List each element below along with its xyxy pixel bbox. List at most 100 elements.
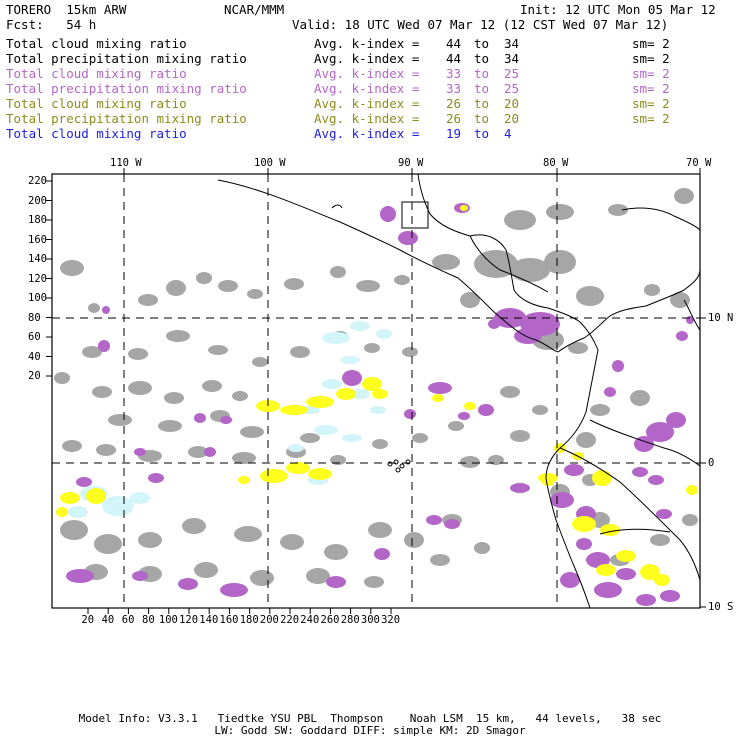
legend-sm: sm= 2 bbox=[632, 36, 670, 51]
light-blue-patch bbox=[288, 444, 304, 452]
yellow-patch bbox=[460, 205, 468, 211]
model-title: TORERO 15km ARW bbox=[6, 2, 127, 17]
cloud-patch bbox=[300, 433, 320, 443]
purple-patch bbox=[374, 548, 390, 560]
border-interior bbox=[589, 419, 700, 467]
yellow-patch bbox=[592, 470, 612, 486]
cloud-patch bbox=[188, 446, 208, 458]
yellow-patch bbox=[86, 488, 106, 504]
legend-sm: sm= 2 bbox=[632, 111, 670, 126]
legend-to-word: to bbox=[474, 111, 490, 126]
purple-patch bbox=[550, 492, 574, 508]
purple-patch bbox=[514, 328, 542, 344]
lat-label: 0 bbox=[708, 457, 715, 469]
yellow-patch bbox=[336, 388, 356, 400]
cloud-patch bbox=[608, 204, 628, 216]
coastline-island bbox=[331, 204, 343, 209]
galapagos-island bbox=[399, 463, 405, 469]
lon-label: 110 W bbox=[110, 157, 142, 169]
legend-field: Total precipitation mixing ratio bbox=[6, 81, 247, 96]
yellow-patch bbox=[56, 507, 68, 517]
cloud-patch bbox=[306, 568, 330, 584]
purple-patch bbox=[586, 552, 610, 568]
yellow-patch bbox=[372, 389, 388, 399]
legend-kindex: Avg. k-index = bbox=[314, 111, 420, 126]
cloud-patch bbox=[218, 280, 238, 292]
cloud-patch bbox=[460, 456, 480, 468]
purple-patch bbox=[204, 447, 216, 457]
border-belize bbox=[401, 201, 429, 229]
grid-y-label: 80 bbox=[28, 311, 41, 324]
legend-sm: sm= 2 bbox=[632, 51, 670, 66]
grid-y-label: 140 bbox=[28, 253, 47, 265]
grid-y-label: 220 bbox=[28, 175, 47, 187]
cloud-patch bbox=[290, 346, 310, 358]
cloud-patch bbox=[510, 430, 530, 442]
light-blue-patch bbox=[322, 332, 350, 344]
cloud-patch bbox=[202, 380, 222, 392]
purple-patch bbox=[220, 583, 248, 597]
cloud-patch bbox=[96, 444, 116, 456]
cloud-patch bbox=[250, 570, 274, 586]
cloud-patch bbox=[138, 532, 162, 548]
purple-patch bbox=[426, 515, 442, 525]
cloud-patch bbox=[404, 532, 424, 548]
valid-time: Valid: 18 UTC Wed 07 Mar 12 (12 CST Wed … bbox=[292, 17, 669, 32]
cloud-patch bbox=[432, 254, 460, 270]
grid-x-label: 180 bbox=[239, 614, 259, 626]
cloud-patch bbox=[138, 294, 158, 306]
purple-patch bbox=[398, 231, 418, 245]
coastline-pacific-central-america bbox=[217, 179, 559, 353]
legend-from: 19 bbox=[446, 126, 462, 141]
cloud-patch bbox=[546, 204, 574, 220]
purple-patch bbox=[444, 519, 460, 529]
cloud-patch bbox=[128, 348, 148, 360]
cloud-patch bbox=[402, 347, 418, 357]
purple-patch bbox=[564, 464, 584, 476]
legend-sm: sm= 2 bbox=[632, 66, 670, 81]
legend-to: 20 bbox=[504, 111, 520, 126]
cloud-patch bbox=[568, 342, 588, 354]
yellow-patch bbox=[280, 405, 308, 415]
cloud-patch bbox=[166, 330, 190, 342]
cloud-patch bbox=[234, 526, 262, 542]
grid-x-label: 220 bbox=[280, 614, 300, 626]
grid-y-label: 20 bbox=[28, 370, 41, 382]
purple-patch bbox=[634, 436, 654, 452]
purple-patch bbox=[616, 568, 636, 580]
cloud-patch bbox=[504, 210, 536, 230]
legend-row: Total cloud mixing ratio Avg. k-index = 33… bbox=[0, 66, 730, 81]
grid-x-label: 300 bbox=[360, 614, 380, 626]
legend-to-word: to bbox=[474, 36, 490, 51]
legend-kindex: Avg. k-index = bbox=[314, 51, 420, 66]
cloud-patch bbox=[590, 404, 610, 416]
lon-label: 70 W bbox=[686, 157, 712, 169]
purple-patch bbox=[428, 382, 452, 394]
cloud-patch bbox=[196, 272, 212, 284]
legend-to-word: to bbox=[474, 51, 490, 66]
purple-patch bbox=[494, 308, 526, 328]
yellow-patch bbox=[572, 516, 596, 532]
cloud-patch bbox=[232, 391, 248, 401]
purple-patch bbox=[66, 569, 94, 583]
plot-frame bbox=[51, 173, 701, 609]
coastline-venezuela bbox=[683, 299, 700, 331]
galapagos-island bbox=[395, 467, 401, 473]
cloud-patch bbox=[576, 432, 596, 448]
purple-patch bbox=[666, 412, 686, 428]
grid-x-label: 60 bbox=[121, 614, 135, 626]
purple-patch bbox=[604, 387, 616, 397]
lon-label: 100 W bbox=[254, 157, 286, 169]
yellow-patch bbox=[542, 478, 554, 486]
lon-label: 80 W bbox=[543, 157, 569, 169]
light-blue-patch bbox=[314, 425, 338, 435]
purple-patch bbox=[656, 509, 672, 519]
light-blue-patch bbox=[68, 506, 88, 518]
cloud-patch bbox=[510, 258, 550, 282]
legend-field: Total cloud mixing ratio bbox=[6, 66, 187, 81]
cloud-patch bbox=[364, 576, 384, 588]
legend-row: Total precipitation mixing ratio Avg. k-i… bbox=[0, 51, 730, 66]
light-blue-patch bbox=[322, 379, 342, 389]
init-time: Init: 12 UTC Mon 05 Mar 12 bbox=[520, 2, 716, 17]
purple-patch bbox=[594, 582, 622, 598]
